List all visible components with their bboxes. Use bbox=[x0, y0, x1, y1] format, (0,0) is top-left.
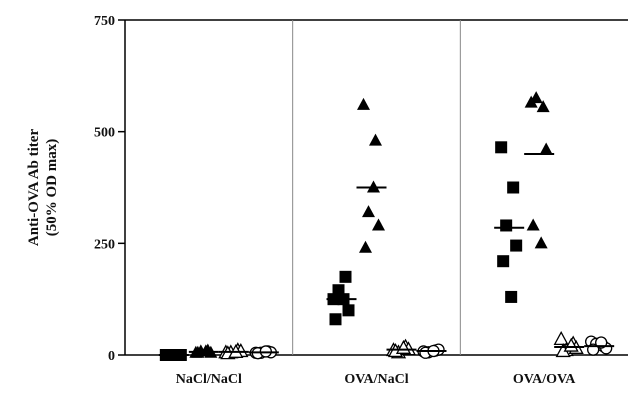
data-point-triangle-filled bbox=[529, 91, 543, 104]
data-point-square bbox=[329, 313, 342, 326]
data-point-triangle-filled bbox=[199, 344, 213, 357]
data-point-triangle-open bbox=[563, 337, 579, 352]
marks bbox=[158, 91, 615, 361]
data-point-square bbox=[495, 141, 508, 154]
data-point-square bbox=[497, 255, 510, 268]
group-label: OVA/NaCl bbox=[344, 372, 408, 387]
data-point-triangle-filled bbox=[362, 205, 375, 218]
data-point-square bbox=[342, 304, 355, 317]
data-point-triangle-filled bbox=[534, 236, 548, 249]
data-point-square bbox=[500, 219, 513, 232]
y-tick-label: 250 bbox=[94, 237, 115, 252]
y-axis-label: Anti-OVA Ab titer bbox=[26, 129, 42, 247]
data-point-triangle-filled bbox=[526, 218, 540, 231]
y-axis-label: (50% OD max) bbox=[44, 139, 60, 237]
labels: 0 250 500 750 Anti-OVA Ab titer (50% OD max) N… bbox=[26, 14, 576, 387]
group-label: OVA/OVA bbox=[513, 372, 576, 387]
data-point-square bbox=[505, 290, 518, 303]
data-point-triangle-filled bbox=[359, 240, 372, 253]
y-tick-label: 500 bbox=[94, 126, 115, 141]
data-point-triangle-filled bbox=[357, 97, 370, 110]
y-tick-label: 750 bbox=[94, 14, 115, 29]
data-point-triangle-filled bbox=[369, 133, 382, 146]
data-point-triangle-filled bbox=[372, 218, 385, 231]
group-label: NaCl/NaCl bbox=[176, 372, 242, 387]
y-tick-label: 0 bbox=[108, 349, 115, 364]
data-point-square bbox=[507, 181, 520, 194]
data-point-triangle-filled bbox=[536, 100, 550, 113]
data-point-square bbox=[339, 270, 352, 283]
data-point-triangle-filled bbox=[539, 142, 553, 155]
data-point-square bbox=[510, 239, 523, 252]
data-point-triangle-open bbox=[553, 331, 569, 346]
